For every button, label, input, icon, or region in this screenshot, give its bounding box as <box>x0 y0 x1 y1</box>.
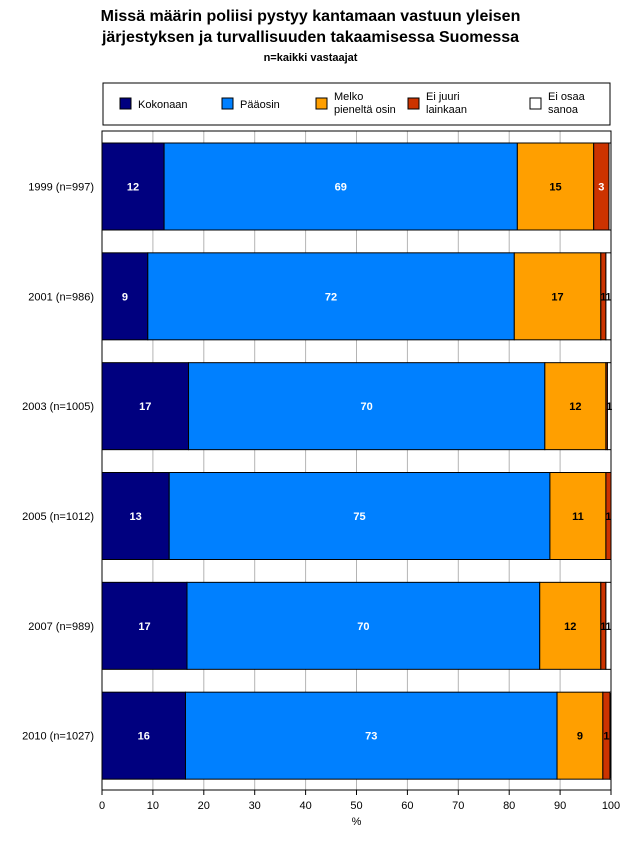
legend-label-kokonaan: Kokonaan <box>138 99 188 111</box>
legend-swatch-ei-osaa-sanoa <box>530 98 541 109</box>
data-label-melko-pienelt-osin-2: 12 <box>569 401 581 413</box>
data-label-ei-juuri-lainkaan-5: 1 <box>603 731 609 743</box>
x-tick-label-0: 0 <box>99 800 105 812</box>
data-label-p-osin-1: 72 <box>325 291 337 303</box>
data-label-p-osin-0: 69 <box>335 182 347 194</box>
legend-swatch-melko-pienelt-osin <box>316 98 327 109</box>
category-label-2: 2003 (n=1005) <box>22 401 94 413</box>
data-label-melko-pienelt-osin-4: 12 <box>564 621 576 633</box>
x-axis-label: % <box>352 816 362 828</box>
x-tick-label-100: 100 <box>602 800 620 812</box>
legend-swatch-p-osin <box>222 98 233 109</box>
data-label-melko-pienelt-osin-0: 15 <box>549 182 561 194</box>
data-label-p-osin-5: 73 <box>365 731 377 743</box>
category-label-0: 1999 (n=997) <box>28 182 94 194</box>
x-tick-label-40: 40 <box>299 800 311 812</box>
legend-label-melko-pienelt-osin-line-2: pieneltä osin <box>334 104 396 116</box>
legend-label-p-osin: Pääosin <box>240 99 280 111</box>
data-label-melko-pienelt-osin-5: 9 <box>577 731 583 743</box>
legend-label-ei-osaa-sanoa-line-2: sanoa <box>548 104 579 116</box>
data-label-kokonaan-4: 17 <box>138 621 150 633</box>
x-tick-label-90: 90 <box>554 800 566 812</box>
data-label-p-osin-2: 70 <box>361 401 373 413</box>
x-tick-label-50: 50 <box>350 800 362 812</box>
x-tick-label-20: 20 <box>198 800 210 812</box>
x-tick-label-10: 10 <box>147 800 159 812</box>
category-label-1: 2001 (n=986) <box>28 291 94 303</box>
x-tick-label-80: 80 <box>503 800 515 812</box>
x-tick-label-70: 70 <box>452 800 464 812</box>
data-label-melko-pienelt-osin-1: 17 <box>551 291 563 303</box>
x-tick-label-60: 60 <box>401 800 413 812</box>
data-label-kokonaan-3: 13 <box>129 511 141 523</box>
category-label-4: 2007 (n=989) <box>28 621 94 633</box>
data-label-ei-juuri-lainkaan-0: 3 <box>598 182 604 194</box>
legend-label-ei-juuri-lainkaan-line-1: Ei juuri <box>426 91 460 103</box>
data-label-kokonaan-1: 9 <box>122 291 128 303</box>
data-label-p-osin-4: 70 <box>357 621 369 633</box>
legend-label-ei-juuri-lainkaan-line-2: lainkaan <box>426 104 467 116</box>
data-label-p-osin-3: 75 <box>353 511 365 523</box>
data-label-melko-pienelt-osin-3: 11 <box>572 511 584 523</box>
x-tick-label-30: 30 <box>249 800 261 812</box>
legend-swatch-kokonaan <box>120 98 131 109</box>
legend-label-melko-pienelt-osin-line-1: Melko <box>334 91 363 103</box>
data-label-kokonaan-5: 16 <box>138 731 150 743</box>
category-label-3: 2005 (n=1012) <box>22 511 94 523</box>
legend-swatch-ei-juuri-lainkaan <box>408 98 419 109</box>
category-label-5: 2010 (n=1027) <box>22 731 94 743</box>
data-label-kokonaan-0: 12 <box>127 182 139 194</box>
data-label-kokonaan-2: 17 <box>139 401 151 413</box>
legend-label-ei-osaa-sanoa-line-1: Ei osaa <box>548 91 586 103</box>
